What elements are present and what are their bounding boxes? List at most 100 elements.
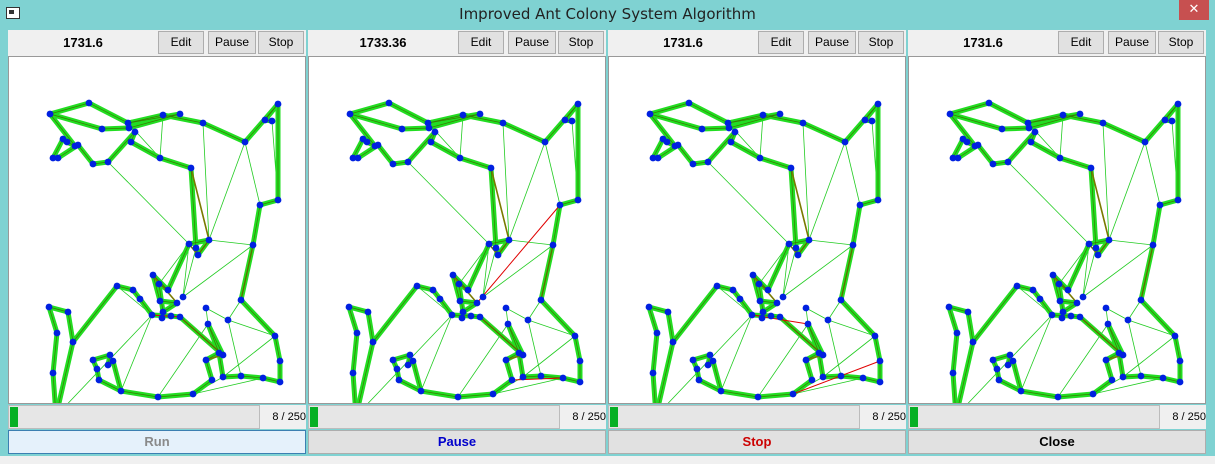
tour-edge-core: [840, 299, 876, 337]
tour-edge-core: [649, 113, 676, 147]
pause-button[interactable]: Pause: [508, 31, 556, 54]
tour-edge-core: [840, 244, 854, 301]
edit-button[interactable]: Edit: [758, 31, 804, 54]
city-node: [748, 311, 756, 319]
pane-header: 1731.6 Edit Pause Stop: [608, 30, 906, 56]
stop-button[interactable]: Stop: [558, 31, 604, 54]
city-node: [49, 369, 57, 377]
city-node: [192, 244, 200, 252]
city-node: [276, 357, 284, 365]
tour-edge-core: [757, 393, 794, 398]
progress-bar: [8, 405, 260, 429]
city-node: [404, 361, 412, 369]
tour-edge-core: [430, 141, 461, 159]
stop-all-button[interactable]: Stop: [608, 430, 906, 454]
city-node: [685, 99, 693, 107]
pheromone-edge: [720, 314, 753, 392]
city-node: [1027, 138, 1035, 146]
city-node: [194, 251, 202, 259]
tour-edge: [656, 339, 676, 403]
city-node: [561, 116, 569, 124]
app-icon: [6, 7, 20, 19]
city-node: [1099, 119, 1107, 127]
pause-all-button[interactable]: Pause: [308, 430, 606, 454]
tour-edge-core: [730, 141, 761, 159]
tour-edge-core: [49, 102, 90, 115]
tour-edge-core: [688, 102, 729, 124]
city-node: [46, 110, 54, 118]
city-node: [1171, 332, 1179, 340]
city-node: [1036, 295, 1044, 303]
city-node: [945, 303, 953, 311]
tour-edge-core: [190, 167, 197, 249]
city-node: [1059, 111, 1067, 119]
tour-edge-core: [1067, 243, 1090, 291]
iteration-count: 8 / 250: [260, 405, 306, 429]
pheromone-edge: [544, 141, 561, 206]
city-node: [729, 286, 737, 294]
pause-button[interactable]: Pause: [808, 31, 856, 54]
graph-canvas: [608, 56, 906, 404]
city-node: [805, 236, 813, 244]
city-node: [159, 111, 167, 119]
pheromone-edge: [502, 122, 510, 241]
iteration-count: 8 / 250: [560, 405, 606, 429]
city-node: [819, 373, 827, 381]
city-node: [349, 369, 357, 377]
tour-edge-core: [252, 204, 261, 246]
tour-edge-core: [52, 332, 58, 374]
city-node: [717, 387, 725, 395]
city-node: [749, 271, 757, 279]
tour-edge-core: [792, 379, 813, 395]
city-node: [837, 296, 845, 304]
city-node: [176, 110, 184, 118]
city-node: [494, 251, 502, 259]
tour-edge-core: [658, 341, 674, 403]
city-node: [1004, 361, 1012, 369]
pheromone-edge: [244, 141, 261, 206]
city-node: [998, 125, 1006, 133]
edit-button[interactable]: Edit: [1058, 31, 1104, 54]
pause-button[interactable]: Pause: [1108, 31, 1156, 54]
tour-edge-core: [952, 372, 956, 403]
stop-button[interactable]: Stop: [258, 31, 304, 54]
city-node: [159, 308, 167, 316]
tour-graph: [945, 99, 1184, 403]
city-node: [556, 201, 564, 209]
title-bar: Improved Ant Colony System Algorithm ✕: [0, 0, 1215, 30]
tour-edge-core: [192, 379, 213, 395]
tour-edge-core: [677, 144, 694, 165]
stop-button[interactable]: Stop: [858, 31, 904, 54]
city-node: [954, 154, 962, 162]
city-node: [125, 124, 133, 132]
city-node: [1176, 378, 1184, 386]
tour-edge-core: [1090, 167, 1097, 249]
tour-edge-core: [1118, 352, 1124, 378]
tour-edge-core: [701, 127, 730, 130]
tour-edge-core: [1105, 359, 1113, 381]
pheromone-edge: [482, 243, 490, 298]
close-button[interactable]: Close: [908, 430, 1206, 454]
edit-button[interactable]: Edit: [158, 31, 204, 54]
pheromone-edge: [107, 161, 190, 245]
city-node: [456, 297, 464, 305]
city-node: [346, 110, 354, 118]
stop-button[interactable]: Stop: [1158, 31, 1204, 54]
window-close-button[interactable]: ✕: [1179, 0, 1209, 20]
tour-edge-core: [428, 113, 481, 129]
pheromone-edge: [192, 377, 264, 395]
tour-edge-core: [240, 375, 264, 379]
city-node: [274, 196, 282, 204]
city-node: [736, 295, 744, 303]
progress-bar: [908, 405, 1160, 429]
pause-button[interactable]: Pause: [208, 31, 256, 54]
run-button[interactable]: Run: [8, 430, 306, 454]
city-node: [1067, 312, 1075, 320]
city-node: [456, 154, 464, 162]
city-node: [689, 356, 697, 364]
edit-button[interactable]: Edit: [458, 31, 504, 54]
city-node: [1137, 372, 1145, 380]
city-node: [1089, 390, 1097, 398]
tour-edge-core: [202, 122, 246, 143]
progress-row: 8 / 250: [608, 405, 906, 429]
